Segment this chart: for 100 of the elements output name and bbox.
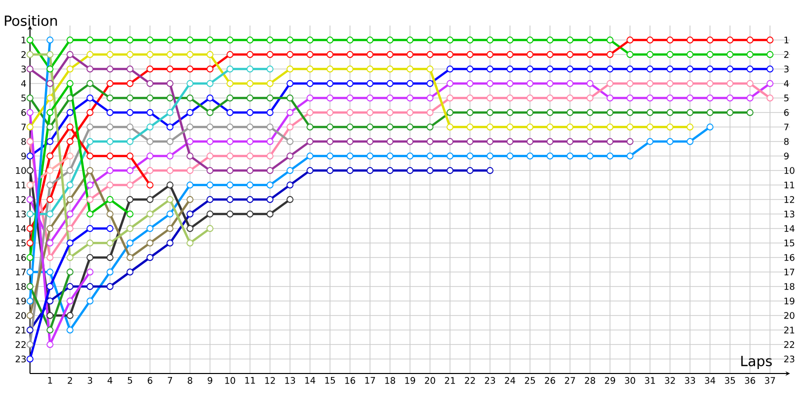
- x-tick-label: 34: [704, 377, 716, 384]
- point: [546, 36, 554, 44]
- point: [66, 124, 74, 130]
- point: [446, 94, 454, 102]
- point: [26, 182, 34, 188]
- point: [226, 182, 234, 188]
- point: [286, 66, 294, 72]
- point: [226, 138, 234, 145]
- y-tick-label: 22: [16, 341, 26, 348]
- point: [246, 124, 254, 130]
- point: [566, 124, 574, 130]
- point: [86, 124, 94, 130]
- point: [466, 138, 474, 145]
- point: [586, 66, 594, 72]
- point: [126, 210, 134, 218]
- point: [46, 152, 54, 160]
- point: [206, 51, 214, 58]
- point: [386, 66, 394, 72]
- point: [466, 124, 474, 130]
- y2-tick-label: 4: [784, 80, 789, 87]
- point: [606, 51, 614, 58]
- point: [226, 167, 234, 174]
- point: [46, 298, 54, 304]
- point: [466, 109, 474, 116]
- point: [66, 254, 74, 261]
- point: [426, 51, 434, 58]
- point: [246, 196, 254, 203]
- point: [466, 66, 474, 72]
- point: [146, 109, 154, 116]
- point: [486, 109, 494, 116]
- point: [406, 80, 414, 87]
- point: [66, 283, 74, 290]
- point: [606, 109, 614, 116]
- point: [666, 109, 674, 116]
- point: [66, 240, 74, 246]
- point: [166, 225, 174, 232]
- point: [546, 66, 554, 72]
- point: [566, 80, 574, 87]
- x-tick-label: 27: [564, 377, 575, 384]
- point: [126, 124, 134, 130]
- point: [446, 66, 454, 72]
- point: [346, 66, 354, 72]
- x-tick-label: 17: [365, 377, 375, 384]
- y2-tick-label: 21: [784, 326, 794, 334]
- point: [26, 66, 34, 72]
- point: [446, 109, 454, 116]
- point: [346, 94, 354, 102]
- point: [746, 109, 754, 116]
- point: [766, 94, 774, 102]
- point: [186, 182, 194, 188]
- point: [466, 152, 474, 160]
- y-tick-label: 2: [21, 51, 26, 58]
- point: [146, 182, 154, 188]
- point: [26, 109, 34, 116]
- point: [166, 66, 174, 72]
- point: [346, 138, 354, 145]
- point: [166, 124, 174, 130]
- point: [346, 124, 354, 130]
- point: [386, 124, 394, 130]
- point: [366, 66, 374, 72]
- point: [86, 109, 94, 116]
- point: [66, 51, 74, 58]
- point: [326, 138, 334, 145]
- point: [486, 94, 494, 102]
- point: [106, 80, 114, 87]
- point: [86, 240, 94, 246]
- point: [46, 254, 54, 261]
- x-axis-title: Laps: [741, 356, 772, 369]
- y2-tick-label: 6: [784, 109, 789, 116]
- point: [386, 36, 394, 44]
- point: [246, 210, 254, 218]
- point: [326, 66, 334, 72]
- y2-tick-label: 11: [784, 182, 794, 188]
- point: [46, 196, 54, 203]
- point: [66, 268, 74, 276]
- point: [666, 66, 674, 72]
- point: [266, 94, 274, 102]
- x-tick-label: 21: [444, 377, 455, 384]
- point: [706, 124, 714, 130]
- y2-tick-label: 5: [784, 94, 788, 102]
- y2-tick-label: 23: [784, 356, 794, 362]
- point: [406, 167, 414, 174]
- point: [346, 36, 354, 44]
- point: [106, 182, 114, 188]
- point: [506, 36, 514, 44]
- point: [446, 36, 454, 44]
- point: [646, 36, 654, 44]
- y-axis-title: Position: [4, 15, 57, 26]
- point: [386, 109, 394, 116]
- point: [346, 51, 354, 58]
- point: [26, 210, 34, 218]
- point: [106, 196, 114, 203]
- y2-tick-label: 15: [784, 240, 794, 246]
- x-tick-label: 18: [385, 377, 396, 384]
- point: [306, 80, 314, 87]
- point: [86, 167, 94, 174]
- point: [26, 196, 34, 203]
- point: [346, 109, 354, 116]
- point: [246, 138, 254, 145]
- point: [146, 36, 154, 44]
